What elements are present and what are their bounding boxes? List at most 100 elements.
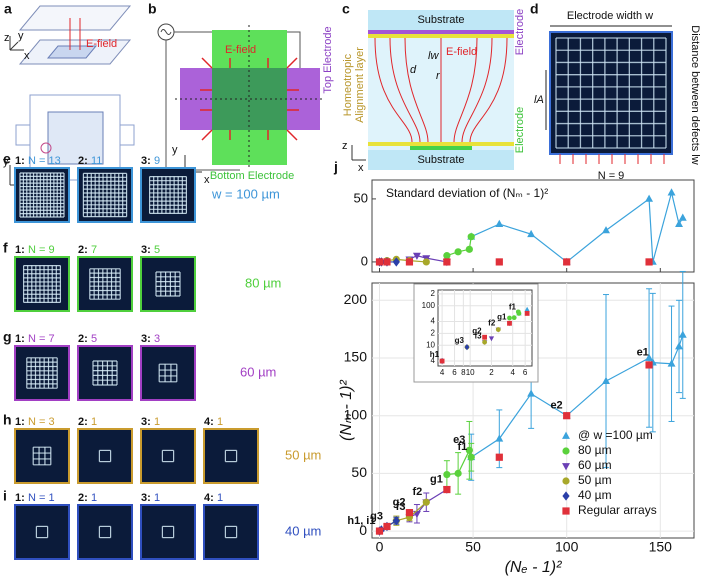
image-n: N = 7	[28, 333, 55, 345]
efield-label: E-field	[446, 46, 477, 58]
image-n: 1	[217, 416, 223, 428]
marker	[645, 194, 654, 202]
marker	[678, 330, 687, 338]
axis-label: y	[172, 144, 178, 156]
marker	[383, 258, 391, 266]
r-label: r	[436, 70, 441, 82]
inset-y-tick-label: 10	[426, 340, 435, 349]
marker	[375, 527, 384, 535]
image-n: 7	[91, 244, 97, 256]
image-index: 2:	[78, 416, 88, 428]
micrograph	[14, 345, 70, 401]
image-n: 1	[91, 492, 97, 504]
image-n: 5	[91, 333, 97, 345]
annotation: f1	[457, 441, 467, 453]
marker	[562, 447, 570, 455]
inset-annotation: h1	[430, 350, 440, 359]
marker	[482, 339, 488, 345]
micrograph	[77, 345, 133, 401]
inset-y-tick-label: 100	[422, 301, 436, 310]
marker	[392, 257, 400, 267]
legend-label: Regular arrays	[578, 503, 657, 517]
plot-area	[371, 282, 695, 539]
image-index: 2:	[78, 492, 88, 504]
inset-x-tick-label: 2	[489, 368, 494, 377]
marker	[602, 376, 610, 384]
marker	[495, 219, 504, 227]
bottom-electrode-label: Bottom Electrode	[210, 170, 294, 182]
image-n: N = 9	[28, 244, 55, 256]
panel-label: c	[342, 1, 350, 17]
marker	[562, 431, 570, 439]
marker	[439, 358, 445, 364]
micrograph	[77, 256, 133, 312]
electrode-label: Electrode	[514, 9, 526, 55]
y-tick-label: 100	[344, 406, 368, 422]
la-label: lA	[534, 94, 544, 106]
substrate	[368, 10, 514, 30]
substrate-label: Substrate	[417, 14, 464, 26]
axis	[9, 41, 19, 51]
micrograph	[140, 428, 196, 484]
micrograph	[203, 504, 259, 560]
marker	[495, 327, 501, 332]
marker	[511, 315, 517, 321]
micrograph	[77, 428, 133, 484]
legend-label: 40 µm	[578, 488, 612, 502]
panel-label: j	[333, 159, 338, 175]
marker	[422, 258, 430, 266]
marker	[482, 334, 488, 340]
image-index: 1:	[15, 416, 25, 428]
panel-d: d Electrode width w lA Distance between …	[530, 1, 701, 182]
overlap	[212, 68, 287, 130]
marker	[405, 258, 414, 266]
annotation: g3	[370, 510, 383, 522]
marker	[495, 258, 503, 266]
image-index: 3:	[141, 244, 151, 256]
alignment-label: Homeotropic	[342, 53, 354, 116]
image-n: 1	[154, 492, 160, 504]
inset-x-tick-label: 4	[440, 368, 445, 377]
electrode	[47, 111, 104, 165]
marker	[645, 353, 654, 361]
image-index: 4:	[204, 416, 214, 428]
plot-area	[371, 179, 695, 273]
x-axis-label: (Nₑ - 1)²	[505, 559, 563, 576]
electrode-outline	[29, 94, 121, 181]
inset-y-tick-label: 4	[431, 317, 436, 326]
marker	[443, 258, 451, 266]
image-n: 1	[154, 416, 160, 428]
marker	[495, 434, 504, 442]
axis-label: y	[18, 30, 24, 42]
inset-x-tick-label: 6	[523, 368, 528, 377]
inset-annotation: f1	[509, 303, 517, 312]
image-n: N = 1	[28, 492, 55, 504]
axis-label: x	[204, 174, 210, 186]
image-index: 1:	[15, 155, 25, 167]
marker	[443, 470, 451, 479]
width-label: Electrode width w	[567, 10, 653, 22]
lw-label: lw	[428, 50, 439, 62]
marker	[667, 359, 676, 367]
inset-plot	[437, 289, 533, 367]
efield-label: E-field	[225, 44, 256, 56]
panel-label: h	[3, 412, 12, 428]
micrograph	[140, 504, 196, 560]
annotation: f3	[396, 501, 406, 513]
marker	[562, 491, 570, 501]
marker	[422, 498, 430, 506]
size-label: 80 µm	[245, 275, 281, 290]
annotation: g2	[393, 497, 406, 509]
y-tick-label: 150	[344, 349, 368, 365]
image-n: 9	[154, 155, 160, 167]
field-lines	[374, 37, 508, 143]
image-index: 3:	[141, 333, 151, 345]
std-line	[446, 236, 472, 257]
inset-annotation: g2	[472, 326, 482, 335]
marker	[507, 315, 512, 321]
substrate-label: Substrate	[417, 154, 464, 166]
panel-c: c Substrate Substrate E-field lw d r Ele…	[342, 1, 526, 174]
source-wave	[160, 29, 172, 35]
inset-y-tick-label: 4	[431, 356, 436, 365]
marker	[488, 336, 495, 342]
